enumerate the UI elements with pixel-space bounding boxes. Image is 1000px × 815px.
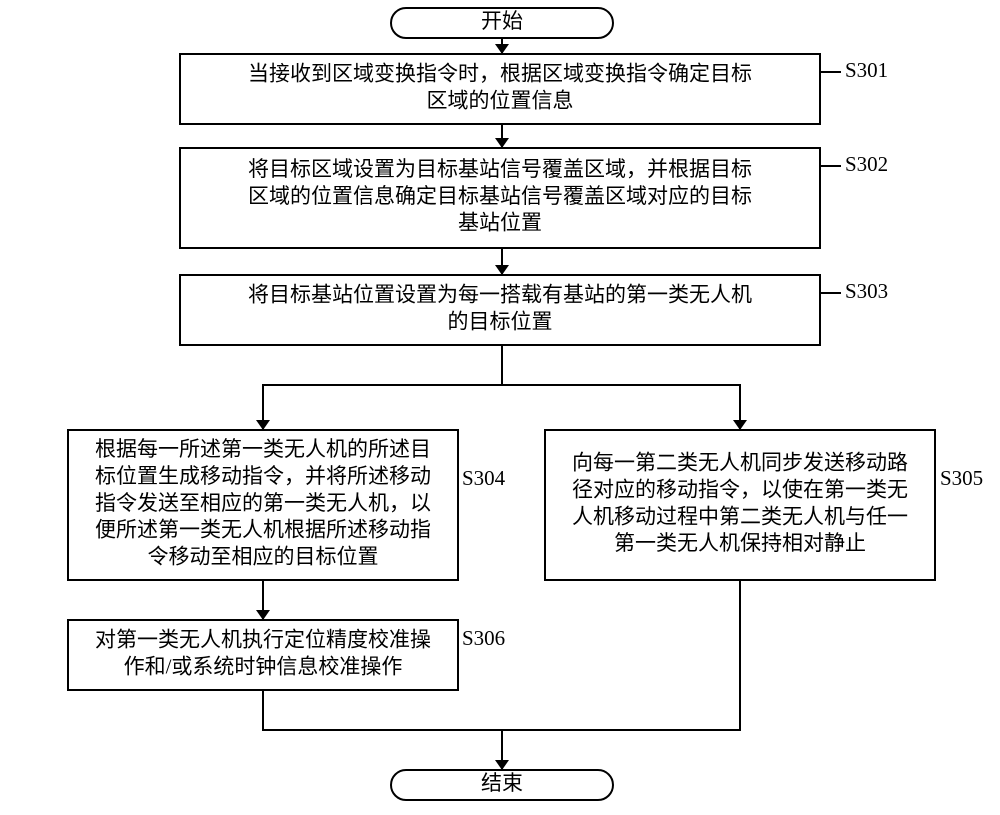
node-s304-line-4: 令移动至相应的目标位置 <box>148 545 379 569</box>
node-s306: 对第一类无人机执行定位精度校准操作和/或系统时钟信息校准操作 S306 <box>68 620 505 690</box>
node-end-line-0: 结束 <box>481 771 523 795</box>
node-s303-line-1: 的目标位置 <box>448 309 553 333</box>
label-s304: S304 <box>462 466 506 490</box>
node-s302-line-1: 区域的位置信息确定目标基站信号覆盖区域对应的目标 <box>248 184 752 208</box>
node-s301-line-0: 当接收到区域变换指令时，根据区域变换指令确定目标 <box>248 61 752 85</box>
node-s302: 将目标区域设置为目标基站信号覆盖区域，并根据目标区域的位置信息确定目标基站信号覆… <box>180 148 888 248</box>
node-s304-line-1: 标位置生成移动指令，并将所述移动 <box>95 464 431 488</box>
node-s305-line-2: 人机移动过程中第二类无人机与任一 <box>572 504 908 528</box>
node-s305: 向每一第二类无人机同步发送移动路径对应的移动指令，以使在第一类无人机移动过程中第… <box>545 430 983 580</box>
node-s305-line-3: 第一类无人机保持相对静止 <box>614 531 866 555</box>
label-s306: S306 <box>462 626 505 650</box>
node-s304-line-2: 指令发送至相应的第一类无人机，以 <box>95 491 431 515</box>
node-s306-line-0: 对第一类无人机执行定位精度校准操 <box>95 627 431 651</box>
node-start: 开始 <box>391 8 613 38</box>
node-s301-line-1: 区域的位置信息 <box>427 88 574 112</box>
node-s302-line-2: 基站位置 <box>458 211 542 235</box>
node-s305-line-0: 向每一第二类无人机同步发送移动路 <box>572 450 908 474</box>
node-s303-line-0: 将目标基站位置设置为每一搭载有基站的第一类无人机 <box>248 282 752 306</box>
node-start-line-0: 开始 <box>481 9 523 33</box>
node-s304-line-3: 便所述第一类无人机根据所述移动指 <box>95 518 431 542</box>
node-s304-line-0: 根据每一所述第一类无人机的所述目 <box>95 437 431 461</box>
node-end: 结束 <box>391 770 613 800</box>
label-s305: S305 <box>940 466 983 490</box>
node-s302-line-0: 将目标区域设置为目标基站信号覆盖区域，并根据目标 <box>248 157 752 181</box>
label-s301: S301 <box>845 58 888 82</box>
node-s305-line-1: 径对应的移动指令，以使在第一类无 <box>572 477 908 501</box>
node-s304: 根据每一所述第一类无人机的所述目标位置生成移动指令，并将所述移动指令发送至相应的… <box>68 430 506 580</box>
label-s303: S303 <box>845 279 888 303</box>
node-s301: 当接收到区域变换指令时，根据区域变换指令确定目标区域的位置信息 S301 <box>180 54 888 124</box>
label-s302: S302 <box>845 152 888 176</box>
node-s303: 将目标基站位置设置为每一搭载有基站的第一类无人机的目标位置 S303 <box>180 275 888 345</box>
node-s306-line-1: 作和/或系统时钟信息校准操作 <box>124 654 403 678</box>
